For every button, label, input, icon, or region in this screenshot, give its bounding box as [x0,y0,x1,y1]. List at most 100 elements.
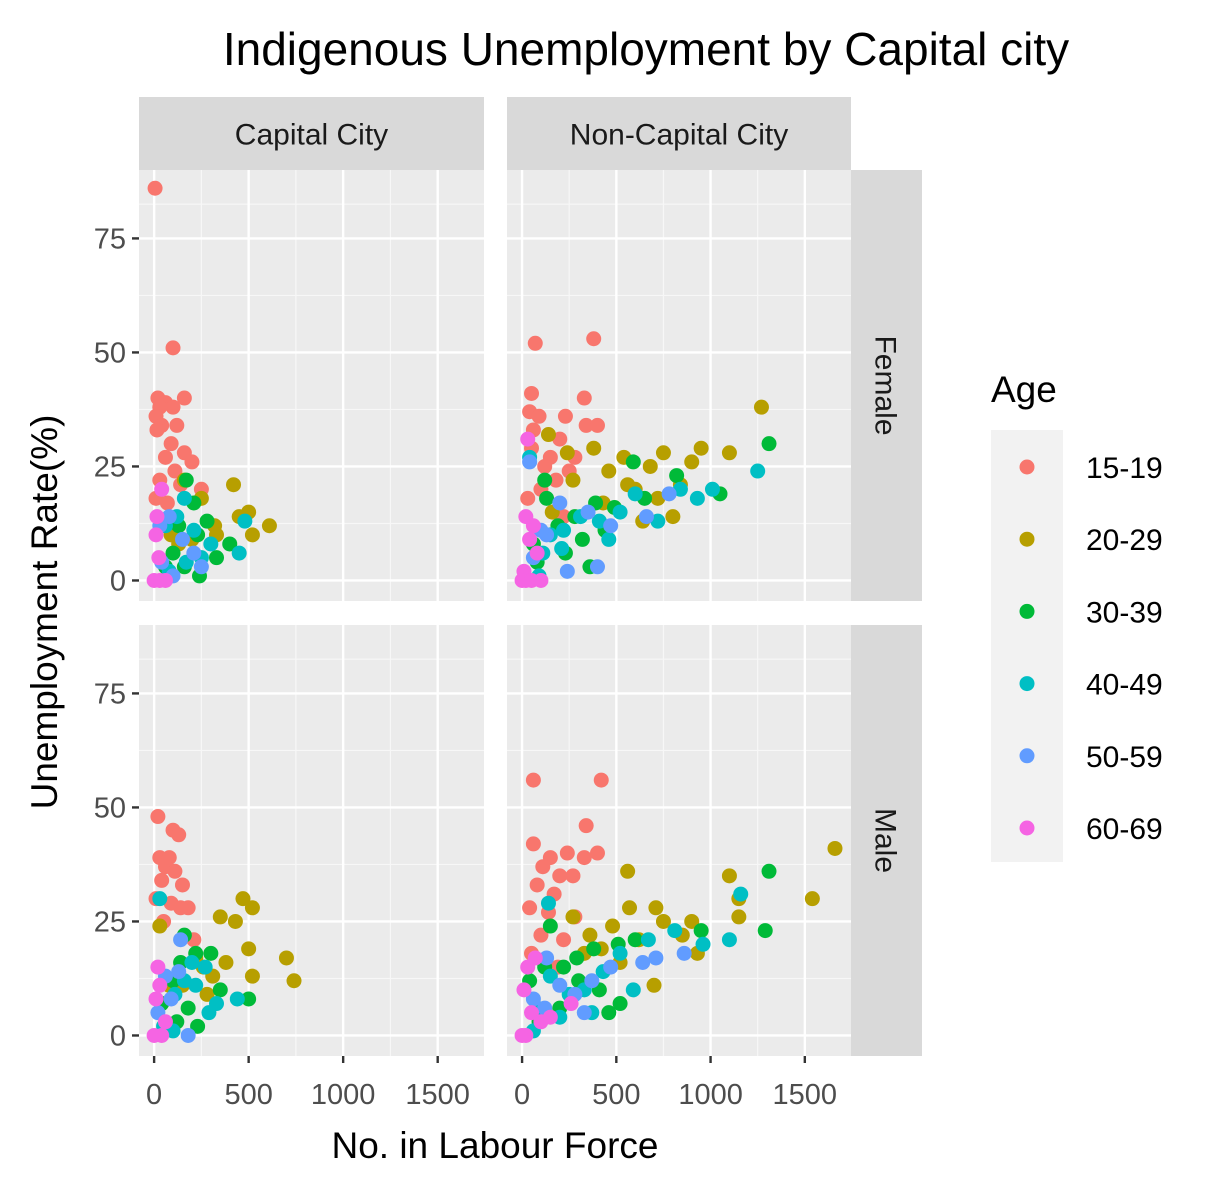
legend-label: 15-19 [1086,452,1163,485]
data-point [150,809,166,825]
data-point [212,982,228,998]
data-point [522,900,538,916]
y-tick-label: 25 [94,906,126,938]
data-point [669,468,685,484]
data-point [693,923,709,939]
data-point [154,872,170,888]
data-point [612,945,628,961]
data-point [537,472,553,488]
data-point [529,877,545,893]
legend: Age 15-19 20-29 30-39 40-49 50-59 60-69 [991,369,1163,862]
data-point [188,977,204,993]
data-point [586,331,602,347]
data-point [203,945,219,961]
data-point [753,399,769,415]
data-point [152,977,168,993]
panel-0-1 [139,625,484,1056]
data-point [159,495,175,511]
data-point [542,918,558,934]
data-point [625,982,641,998]
data-point [704,481,720,497]
data-point [569,950,585,966]
data-point [635,955,651,971]
legend-label: 40-49 [1086,669,1163,702]
data-point [552,495,568,511]
y-tick-label: 75 [94,678,126,710]
data-point [151,550,167,566]
x-tick-label: 1500 [773,1079,838,1111]
data-point [559,845,575,861]
y-tick-label: 0 [110,1020,126,1052]
data-point [520,490,536,506]
data-point [161,509,177,525]
data-point [655,913,671,929]
x-tick-label: 500 [592,1079,640,1111]
data-point [525,772,541,788]
legend-item-15-19: 15-19 [1019,452,1163,485]
data-point [642,458,658,474]
data-point [542,1009,558,1025]
data-point [244,968,260,984]
data-point [201,1005,217,1021]
data-point [524,1005,540,1021]
data-point [552,977,568,993]
data-point [761,863,777,879]
row-strip-label: Female [869,335,902,435]
data-point [540,895,556,911]
data-point [559,445,575,461]
data-point [522,454,538,470]
data-point [226,477,242,493]
data-point [601,531,617,547]
data-point [655,445,671,461]
data-point [750,463,766,479]
column-strip-label: Capital City [235,119,388,152]
data-point [620,863,636,879]
data-point [540,427,556,443]
data-point [552,431,568,447]
data-point [203,536,219,552]
data-point [173,932,189,948]
legend-label: 20-29 [1086,524,1163,557]
data-point [169,417,185,433]
data-point [176,490,192,506]
data-point [525,991,541,1007]
data-point [661,486,677,502]
data-point [222,536,238,552]
data-point [721,445,737,461]
data-point [520,431,536,447]
data-point [648,900,664,916]
data-point [648,950,664,966]
data-point [761,436,777,452]
data-point [665,509,681,525]
data-point [539,950,555,966]
data-point [731,909,747,925]
data-point [165,340,181,356]
data-point [757,923,773,939]
column-strip: Capital City [139,97,484,170]
data-point [601,463,617,479]
data-point [154,1027,170,1043]
legend-marker [1019,820,1035,836]
y-axis-label: Unemployment Rate(%) [24,415,65,810]
data-point [721,932,737,948]
data-point [178,472,194,488]
data-point [180,1027,196,1043]
data-point [227,913,243,929]
axes: 0 25 50 75 0 25 50 75 0 500 1000 1500 0 500 1000 1500 [94,223,837,1111]
data-point [565,868,581,884]
data-point [241,941,257,957]
data-point [650,490,666,506]
data-point [563,996,579,1012]
panel-background [139,625,484,1056]
data-point [212,909,228,925]
data-point [190,1018,206,1034]
data-point [149,422,165,438]
data-point [539,490,555,506]
data-point [525,836,541,852]
data-point [531,408,547,424]
data-point [167,463,183,479]
data-point [152,918,168,934]
data-point [625,454,641,470]
legend-marker [1019,531,1035,547]
data-point [522,531,538,547]
